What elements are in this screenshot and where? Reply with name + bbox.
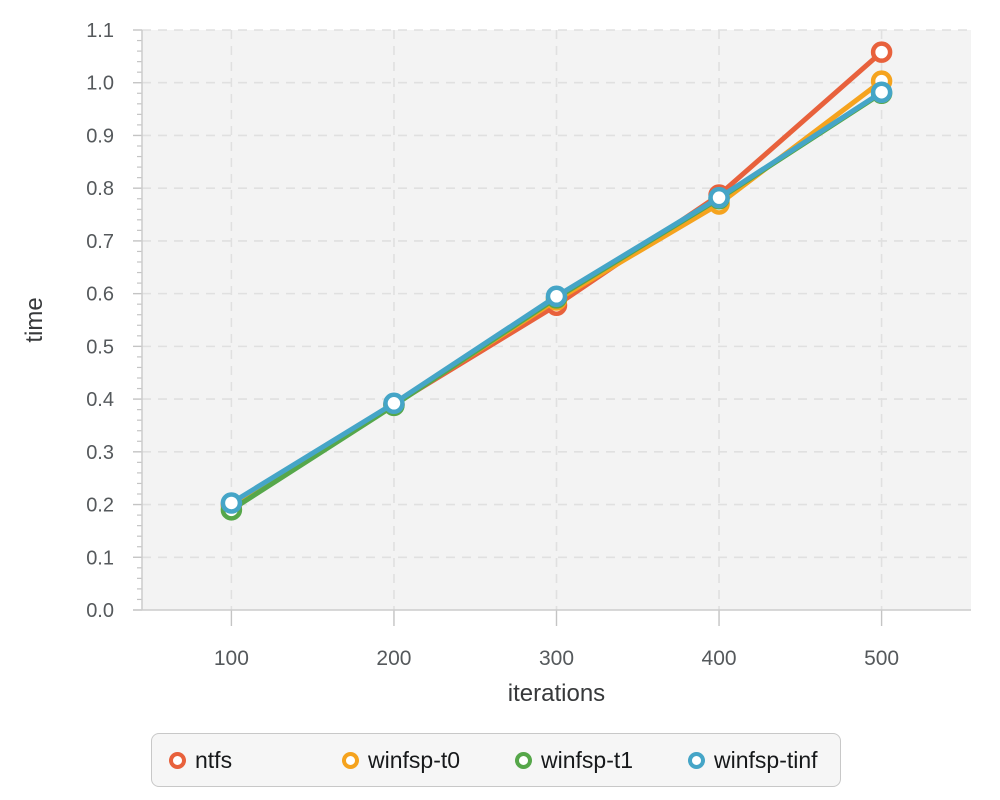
legend-item-winfsp-t1[interactable]: winfsp-t1 xyxy=(515,747,688,774)
y-tick-label: 0.0 xyxy=(86,600,114,622)
y-axis-title: time xyxy=(21,297,48,342)
x-tick-label: 400 xyxy=(702,647,737,670)
y-tick-label: 0.8 xyxy=(86,178,114,200)
x-axis-title: iterations xyxy=(508,680,605,707)
legend-label: winfsp-t1 xyxy=(541,746,634,773)
line-chart: 0.0 0.1 0.2 0.3 0.4 0.5 0.6 0.7 0.8 0.9 1.0 1.1 100 2… xyxy=(21,20,971,707)
legend-ring-icon xyxy=(169,751,186,769)
x-tick-label: 300 xyxy=(539,647,574,670)
legend-ring-icon xyxy=(342,751,359,769)
y-tick-label: 0.7 xyxy=(86,231,114,253)
y-tick-label: 0.1 xyxy=(86,547,114,569)
legend-item-winfsp-tinf[interactable]: winfsp-tinf xyxy=(688,747,818,774)
data-point-winfsp-tinf xyxy=(708,186,730,209)
y-tick-label: 0.3 xyxy=(86,442,114,464)
x-tick-label: 500 xyxy=(864,647,899,670)
y-tick-label: 1.0 xyxy=(86,73,114,95)
legend-label: winfsp-tinf xyxy=(714,746,818,773)
data-point-winfsp-tinf xyxy=(870,81,893,103)
legend: ntfs winfsp-t0 winfsp-t1 winfsp-tinf xyxy=(151,733,841,787)
y-tick-label: 0.4 xyxy=(86,389,114,411)
data-point-winfsp-tinf xyxy=(545,285,568,308)
data-point-winfsp-tinf xyxy=(220,492,243,514)
y-tick-label: 0.6 xyxy=(86,284,114,306)
legend-item-ntfs[interactable]: ntfs xyxy=(169,747,342,774)
y-tick-label: 0.9 xyxy=(86,125,114,147)
y-tick-label: 0.2 xyxy=(86,495,114,517)
legend-ring-icon xyxy=(515,751,532,769)
legend-label: winfsp-t0 xyxy=(368,746,461,773)
legend-ring-icon xyxy=(688,751,705,769)
y-tick-label: 1.1 xyxy=(86,20,114,42)
data-point-winfsp-tinf xyxy=(383,392,405,415)
legend-item-winfsp-t0[interactable]: winfsp-t0 xyxy=(342,747,515,774)
x-tick-label: 200 xyxy=(376,647,411,670)
y-tick-label: 0.5 xyxy=(86,336,114,358)
x-tick-label: 100 xyxy=(214,647,249,670)
data-point-ntfs xyxy=(870,41,893,63)
legend-label: ntfs xyxy=(195,746,233,773)
